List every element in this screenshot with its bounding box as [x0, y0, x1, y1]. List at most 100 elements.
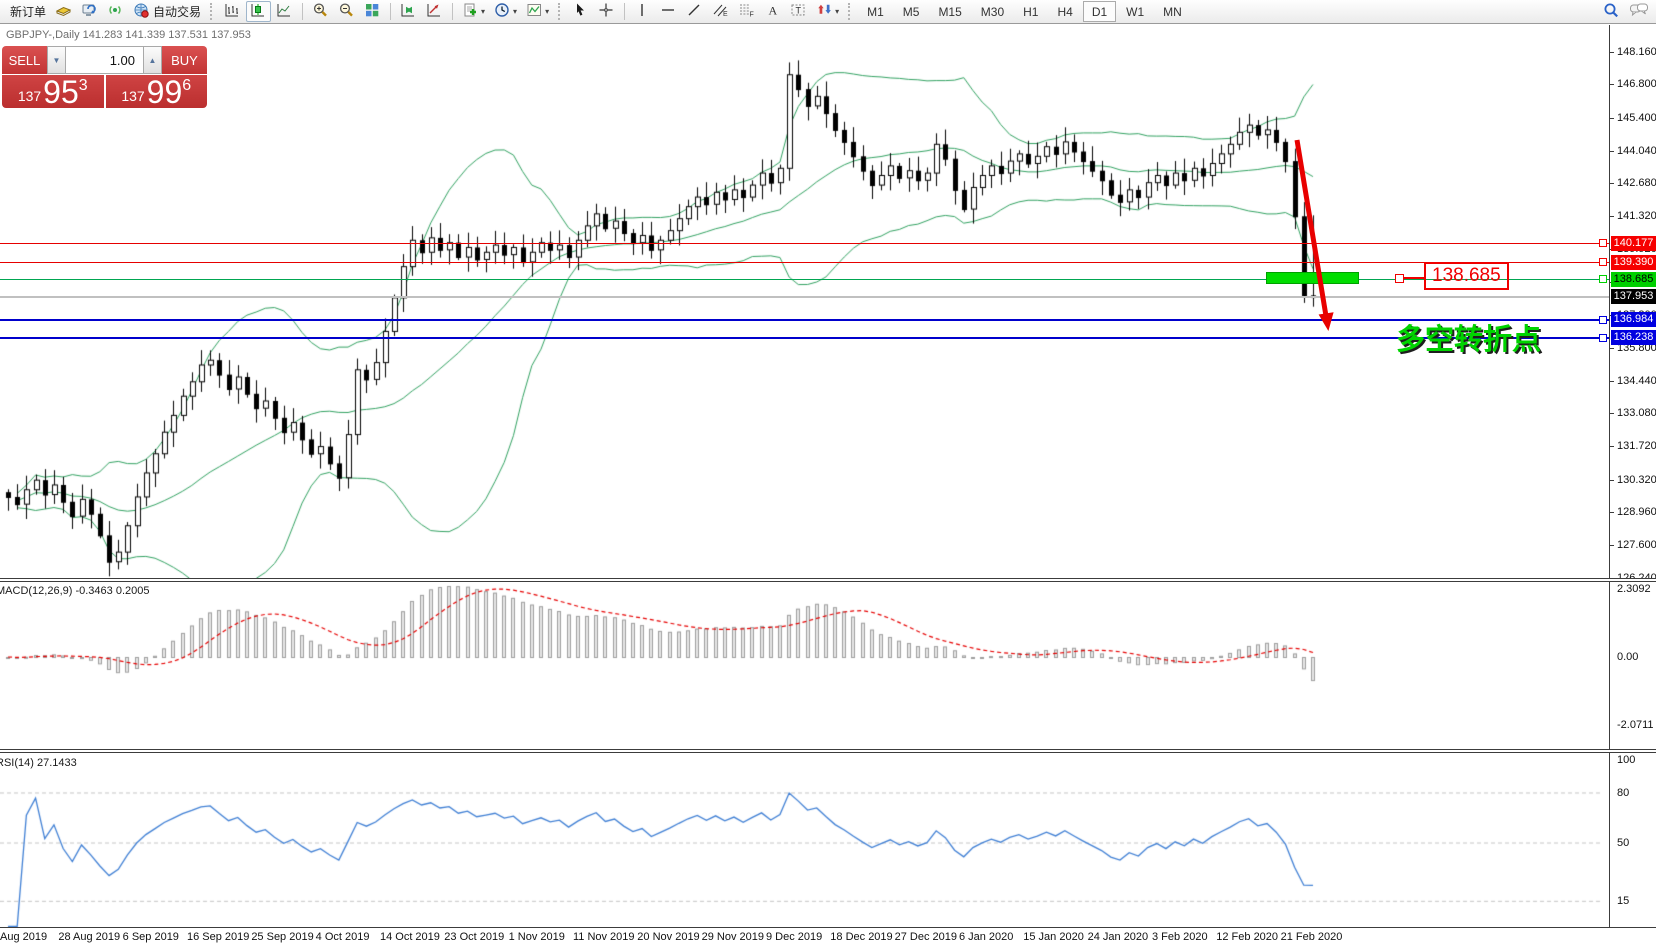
- rsi-indicator-panel[interactable]: [0, 753, 1609, 927]
- svg-text:T: T: [796, 6, 802, 16]
- green-highlight-bar-object[interactable]: [1266, 272, 1359, 284]
- volume-input[interactable]: 1.00: [66, 46, 143, 74]
- macd-indicator-panel[interactable]: [0, 582, 1609, 749]
- fibonacci-button[interactable]: F: [734, 1, 759, 22]
- date-tick: 11 Nov 2019: [572, 931, 635, 943]
- tf-button-m5[interactable]: M5: [902, 4, 920, 19]
- svg-text:A: A: [769, 4, 778, 18]
- tf-button-h4[interactable]: H4: [1057, 4, 1073, 19]
- date-tick: 9 Dec 2019: [765, 931, 823, 943]
- price-tick-mark: [1609, 117, 1614, 119]
- line-anchor-handle[interactable]: [1599, 239, 1607, 248]
- toolbar-separator: [624, 3, 626, 20]
- date-tick: 15 Jan 2020: [1023, 931, 1084, 943]
- text-icon: A: [764, 2, 781, 21]
- new-order-button[interactable]: 新订单: [3, 1, 50, 22]
- price-tick: 141.320: [1617, 209, 1656, 222]
- tf-button-d1[interactable]: D1: [1082, 1, 1117, 22]
- price-tag-136.984: 136.984: [1611, 312, 1656, 328]
- turning-point-text-object[interactable]: 多空转折点: [1396, 324, 1542, 356]
- chat-button[interactable]: [1625, 1, 1653, 22]
- zoom-in-button[interactable]: [308, 1, 333, 22]
- level-line-138.685[interactable]: [0, 278, 1609, 280]
- red-down-arrow-object[interactable]: [1280, 128, 1350, 340]
- text-button[interactable]: A: [760, 1, 785, 22]
- signals-button[interactable]: [103, 1, 128, 22]
- buy-button[interactable]: BUY: [162, 46, 207, 74]
- line-chart-icon: [276, 2, 293, 21]
- price-axis[interactable]: 148.160 146.800 145.400 144.040 142.680 141.3…: [1599, 0, 1656, 947]
- crosshair-button[interactable]: [594, 1, 619, 22]
- text-label-button[interactable]: T: [786, 1, 811, 22]
- chart-shift-button[interactable]: [422, 1, 447, 22]
- rsi-axis-tick: 100: [1617, 753, 1636, 766]
- line-anchor-handle[interactable]: [1599, 333, 1607, 342]
- candlestick-chart-button[interactable]: [246, 1, 272, 22]
- tf-button-w1[interactable]: W1: [1126, 4, 1145, 19]
- price-tick-mark: [1609, 479, 1614, 481]
- zoom-out-button[interactable]: [334, 1, 359, 22]
- line-anchor-handle[interactable]: [1599, 315, 1607, 324]
- auto-trading-label: 自动交易: [153, 5, 202, 19]
- horizontal-line-button[interactable]: [656, 1, 681, 22]
- price-tick: 148.160: [1617, 45, 1656, 58]
- sell-button[interactable]: SELL: [2, 46, 47, 74]
- line-anchor-handle[interactable]: [1599, 258, 1607, 267]
- equidistant-channel-button[interactable]: E: [708, 1, 733, 22]
- line-chart-button[interactable]: [272, 1, 297, 22]
- date-tick: 24 Jan 2020: [1087, 931, 1149, 943]
- trendline-button[interactable]: [682, 1, 707, 22]
- date-tick: 25 Sep 2019: [251, 931, 314, 943]
- sell-price-display[interactable]: 137 95 3: [2, 75, 104, 108]
- search-icon: [1602, 2, 1620, 22]
- price-box-handle[interactable]: [1395, 274, 1404, 283]
- autotrading-globe-icon: [133, 2, 150, 21]
- main-price-chart[interactable]: [0, 25, 1609, 578]
- main-toolbar: 新订单 自动交易 ▾ ▾ ▾ E F A T ▾ M: [0, 0, 1656, 24]
- terminal-button[interactable]: [77, 1, 102, 22]
- cursor-button[interactable]: [568, 1, 593, 22]
- bar-chart-icon: [224, 2, 241, 21]
- period-clock-button[interactable]: ▾: [490, 1, 521, 22]
- level-line-139.39[interactable]: [0, 261, 1609, 263]
- price-tick-mark: [1609, 51, 1614, 53]
- tf-button-m1[interactable]: M1: [867, 4, 884, 19]
- level-line-136.238[interactable]: [0, 336, 1609, 339]
- tile-windows-button[interactable]: [360, 1, 385, 22]
- tf-button-m30[interactable]: M30: [980, 4, 1005, 19]
- tf-button-mn[interactable]: MN: [1163, 4, 1182, 19]
- date-tick: 18 Dec 2019: [830, 931, 893, 943]
- level-line-140.177[interactable]: [0, 242, 1609, 244]
- price-tick: 127.600: [1617, 538, 1656, 551]
- search-button[interactable]: [1598, 1, 1624, 22]
- date-tick: 4 Oct 2019: [315, 931, 370, 943]
- vertical-line-icon: [634, 2, 651, 21]
- auto-scroll-button[interactable]: [396, 1, 421, 22]
- price-box-label[interactable]: 138.685: [1424, 262, 1509, 290]
- arrows-button[interactable]: ▾: [812, 1, 843, 22]
- new-order-label: 新订单: [10, 5, 47, 19]
- volume-decrease-button[interactable]: ▼: [47, 46, 66, 74]
- level-line-137.953[interactable]: [0, 295, 1609, 298]
- tf-button-m15[interactable]: M15: [938, 4, 962, 19]
- line-anchor-handle[interactable]: [1599, 275, 1607, 283]
- vertical-line-button[interactable]: [630, 1, 655, 22]
- price-tick: 144.040: [1617, 144, 1656, 157]
- sell-price-big: 95: [43, 74, 79, 108]
- tf-button-h1[interactable]: H1: [1023, 4, 1039, 19]
- date-tick: 12 Feb 2020: [1216, 931, 1279, 943]
- buy-price-display[interactable]: 137 99 6: [105, 75, 207, 108]
- new-template-button[interactable]: ▾: [458, 1, 489, 22]
- volume-increase-button[interactable]: ▲: [143, 46, 162, 74]
- new-chart-button[interactable]: [51, 1, 76, 22]
- macd-rsi-separator[interactable]: [0, 749, 1656, 753]
- tile-windows-icon: [364, 2, 381, 21]
- chart-macd-separator[interactable]: [0, 578, 1656, 582]
- date-tick: 27 Dec 2019: [894, 931, 957, 943]
- time-axis[interactable]: Aug 2019 28 Aug 2019 6 Sep 2019 16 Sep 2019…: [0, 931, 1609, 946]
- price-tick: 142.680: [1617, 177, 1656, 190]
- auto-trading-button[interactable]: 自动交易: [129, 1, 205, 22]
- level-line-136.984[interactable]: [0, 318, 1609, 321]
- bar-chart-button[interactable]: [220, 1, 245, 22]
- indicators-button[interactable]: ▾: [522, 1, 553, 22]
